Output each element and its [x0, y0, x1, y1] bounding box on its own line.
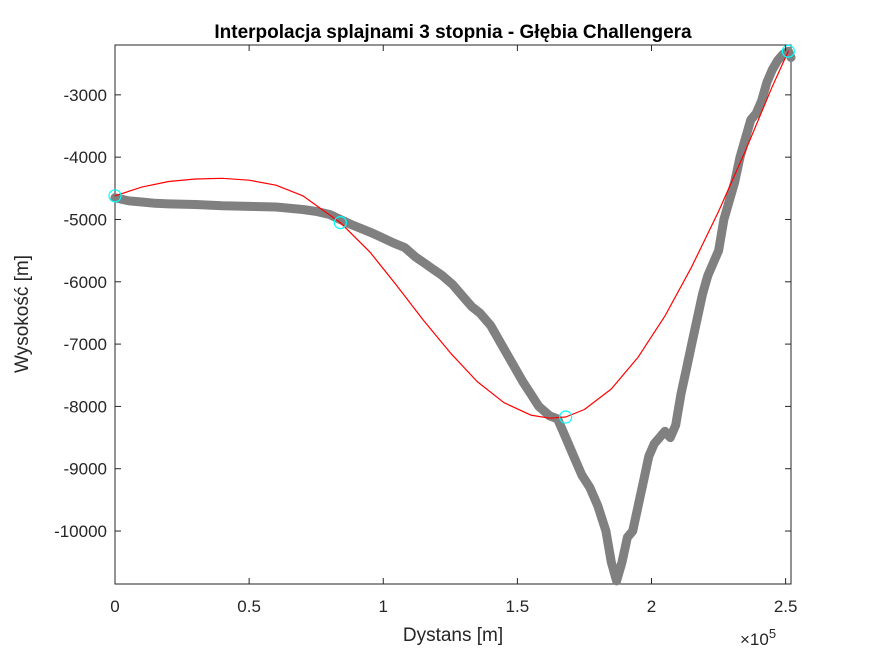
x-tick-label: 2.5: [774, 597, 798, 616]
y-tick-label: -6000: [64, 273, 107, 292]
x-exponent-power: 5: [769, 626, 776, 641]
y-tick-label: -5000: [64, 210, 107, 229]
x-tick-label: 0: [110, 597, 119, 616]
interpolation-node-marker: [559, 410, 573, 424]
x-tick-label: 0.5: [237, 597, 261, 616]
y-tick-label: -10000: [54, 522, 107, 541]
interpolation-node-marker: [781, 44, 795, 58]
y-tick-label: -8000: [64, 397, 107, 416]
x-axis: 0 0.5 1 1.5 2 2.5: [110, 45, 797, 616]
x-axis-label: Dystans [m]: [403, 625, 503, 646]
depth-profile-line: [110, 46, 796, 586]
y-tick-label: -7000: [64, 335, 107, 354]
y-axis: -10000 -9000 -8000 -7000 -6000 -5000 -4000 -300…: [54, 86, 791, 541]
x-tick-label: 2: [647, 597, 656, 616]
x-exponent-base: ×10: [740, 630, 769, 649]
spline-interpolation-line: [114, 50, 789, 419]
x-tick-label: 1.5: [506, 597, 530, 616]
x-tick-label: 1: [379, 597, 388, 616]
interpolation-node-marker: [333, 215, 347, 230]
chart-title: Interpolacja splajnami 3 stopnia - Głębi…: [214, 22, 692, 43]
y-axis-label: Wysokość [m]: [12, 255, 33, 373]
plot-area-frame: [114, 44, 792, 585]
x-axis-exponent: ×105: [740, 626, 776, 649]
data-layer: [108, 44, 796, 586]
interpolation-node-marker: [108, 189, 122, 203]
y-tick-label: -4000: [64, 148, 107, 167]
y-tick-label: -9000: [64, 460, 107, 479]
y-tick-label: -3000: [64, 86, 107, 105]
